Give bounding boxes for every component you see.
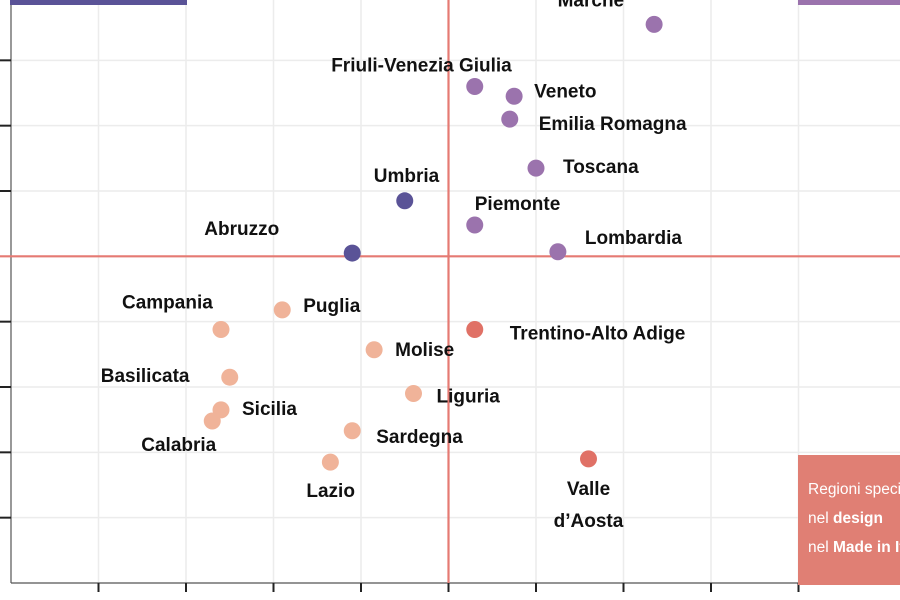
quadrant-crosshair: [0, 0, 900, 583]
point-puglia: [273, 301, 291, 319]
point-lombardia: [549, 243, 567, 261]
point-label: Friuli-Venezia Giulia: [331, 55, 512, 76]
point-label: Emilia Romagna: [539, 114, 687, 135]
point-label: Lazio: [306, 481, 355, 502]
point-label: Sardegna: [376, 427, 463, 448]
legend-line-2: nel design: [808, 510, 883, 527]
point-liguria: [405, 385, 422, 403]
point-label: Molise: [395, 340, 454, 361]
point-label: Marche: [558, 0, 625, 11]
top-left-quadrant-bar: [10, 0, 187, 5]
point-abruzzo: [343, 244, 361, 262]
point-emilia-romagna: [501, 110, 519, 128]
point-label: Piemonte: [475, 194, 561, 215]
point-trentino-alto-adige: [466, 321, 484, 339]
point-label: Abruzzo: [204, 219, 279, 240]
point-label: Toscana: [563, 157, 639, 178]
point-calabria: [203, 412, 221, 430]
point-label: Lombardia: [585, 228, 683, 249]
point-labels: Marche Friuli-Venezia Giulia Veneto Emilia …: [101, 0, 687, 532]
point-label: Sicilia: [242, 399, 297, 420]
point-label: Puglia: [303, 296, 360, 317]
point-label: Veneto: [534, 81, 596, 102]
legend-line-1: Regioni specializzate: [808, 481, 900, 498]
point-marche: [645, 15, 663, 33]
point-label: Umbria: [374, 166, 440, 187]
point-umbria: [396, 192, 414, 210]
grid: [11, 0, 900, 583]
point-friuli-venezia-giulia: [466, 77, 484, 95]
point-valle-d-aosta: [580, 450, 597, 468]
point-toscana: [527, 159, 545, 177]
legend-line-3: nel Made in Italy: [808, 539, 900, 556]
point-label: Campania: [122, 293, 213, 314]
point-veneto: [505, 87, 523, 105]
point-label: Liguria: [437, 387, 501, 408]
point-label: Trentino-Alto Adige: [510, 324, 686, 345]
point-sardegna: [343, 422, 361, 440]
design-regions-legend-box: Regioni specializzate nel design nel Mad…: [798, 455, 900, 585]
point-label: Valle d’Aosta: [554, 479, 624, 532]
point-piemonte: [466, 216, 484, 234]
point-lazio: [321, 453, 339, 471]
point-molise: [365, 341, 383, 359]
point-campania: [212, 321, 230, 339]
point-label: Calabria: [141, 435, 216, 456]
data-points: [203, 15, 663, 471]
top-right-quadrant-bar: [798, 0, 900, 5]
point-basilicata: [221, 368, 239, 386]
point-label: Basilicata: [101, 366, 190, 387]
